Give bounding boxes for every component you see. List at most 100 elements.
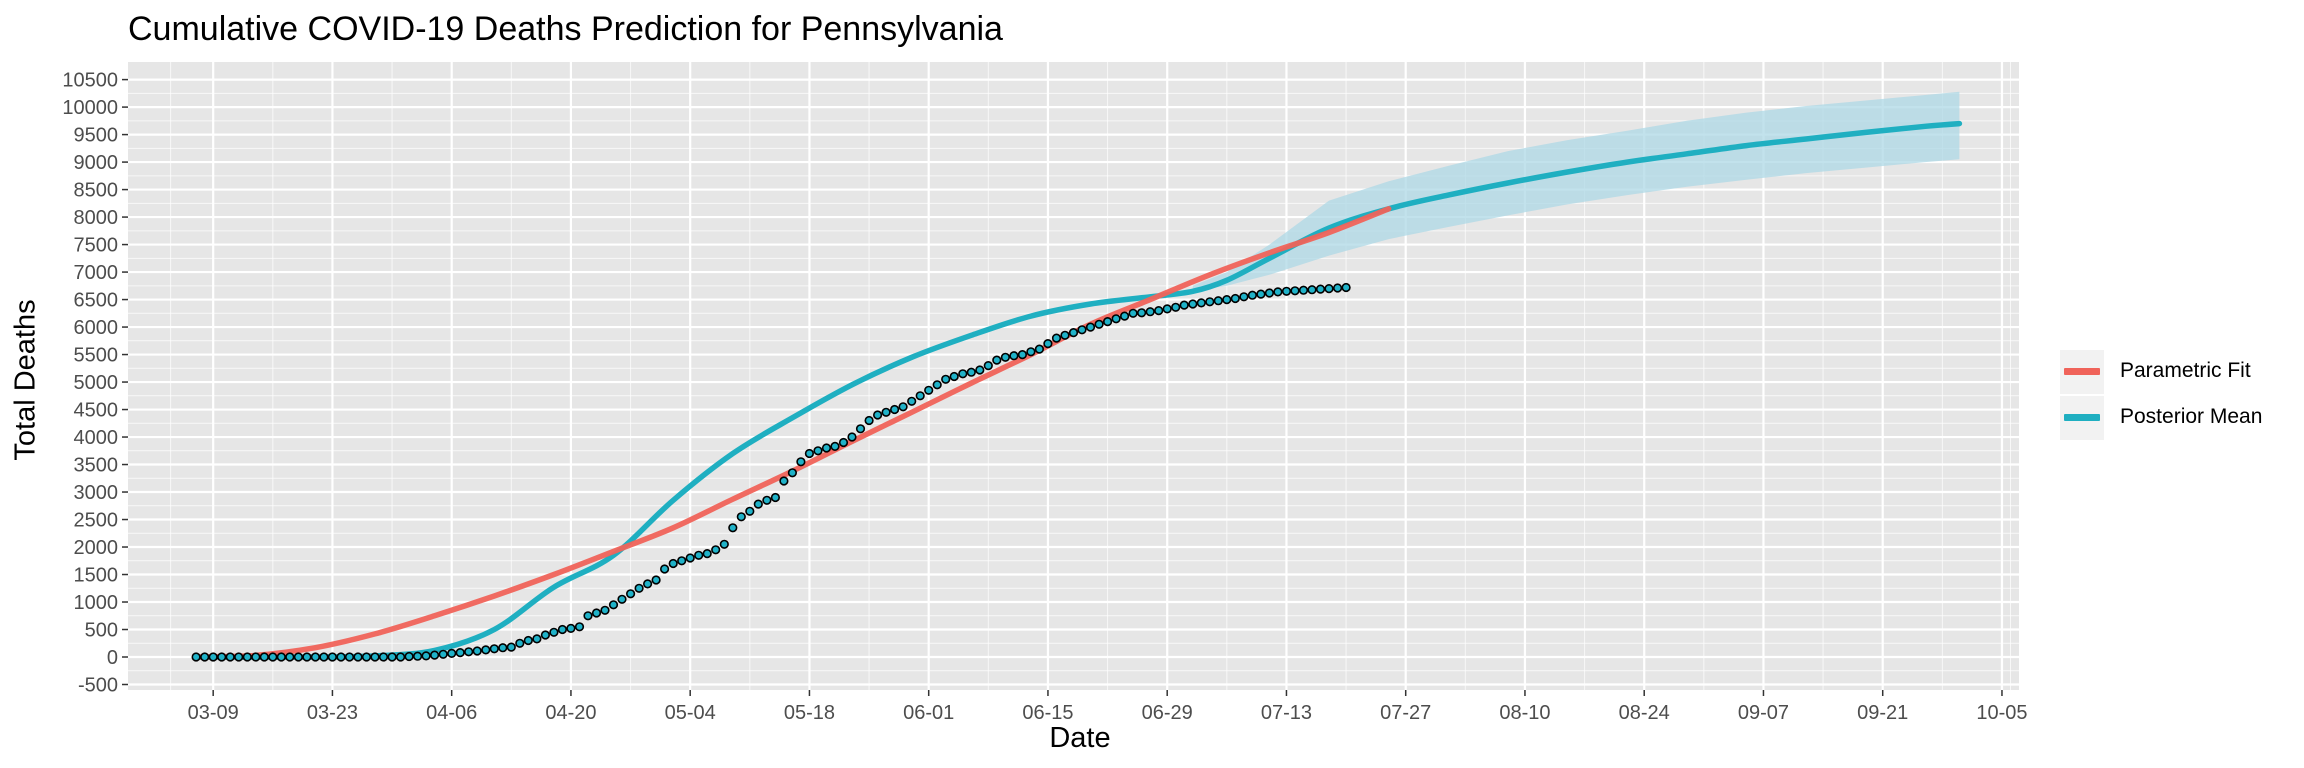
observed-point xyxy=(864,415,874,426)
legend-swatch-parametric-fit xyxy=(2064,368,2100,375)
observed-point xyxy=(302,652,312,662)
y-tick-label: 3000 xyxy=(74,482,119,504)
parametric-fit-line xyxy=(193,206,1392,660)
x-tick-label: 06-01 xyxy=(903,702,954,724)
observed-point xyxy=(549,627,559,637)
observed-point xyxy=(293,652,304,662)
x-tick-label: 08-24 xyxy=(1619,702,1670,724)
observed-point xyxy=(498,643,508,653)
observed-point xyxy=(404,651,414,662)
observed-point xyxy=(396,652,406,662)
observed-point xyxy=(591,608,602,618)
observed-point xyxy=(821,443,832,453)
y-tick-label: 7000 xyxy=(74,262,119,284)
legend-item-posterior-mean: Posterior Mean xyxy=(2060,396,2290,440)
observed-point xyxy=(728,523,738,533)
observed-point xyxy=(617,594,627,604)
observed-point xyxy=(634,583,644,593)
observed-point xyxy=(608,600,619,610)
observed-point xyxy=(464,647,474,657)
observed-point xyxy=(1043,339,1053,349)
observed-point xyxy=(838,437,849,448)
observed-point xyxy=(234,652,244,662)
x-tick-label: 05-04 xyxy=(665,702,716,724)
observed-point xyxy=(1077,325,1087,335)
observed-point xyxy=(472,646,482,656)
observed-point xyxy=(438,649,448,659)
observed-point xyxy=(1205,297,1215,307)
observed-point xyxy=(1247,290,1257,300)
observed-point xyxy=(694,550,704,560)
y-tick-label: 5500 xyxy=(74,345,119,367)
y-tick-label: 2500 xyxy=(74,510,119,532)
y-tick-label: 1500 xyxy=(74,565,119,587)
observed-point xyxy=(975,365,985,375)
y-tick-label: 10000 xyxy=(62,97,118,119)
observed-point xyxy=(881,407,891,417)
observed-point xyxy=(1273,287,1283,297)
y-tick-label: 8500 xyxy=(74,180,119,202)
x-tick-label: 08-10 xyxy=(1499,702,1550,724)
observed-point xyxy=(1085,322,1096,332)
observed-point xyxy=(1026,347,1036,357)
legend-key xyxy=(2060,350,2104,394)
observed-point xyxy=(506,642,516,652)
observed-point xyxy=(958,369,968,379)
observed-point xyxy=(600,605,610,615)
observed-point xyxy=(932,380,942,390)
minor-gridlines xyxy=(128,62,2019,690)
observed-point xyxy=(625,589,636,599)
observed-point xyxy=(1119,311,1130,321)
observed-point xyxy=(1315,284,1326,294)
observed-point xyxy=(1196,298,1206,308)
observed-point xyxy=(532,634,542,644)
y-tick-label: 0 xyxy=(107,647,118,669)
observed-point xyxy=(1179,300,1189,310)
y-tick-label: 6000 xyxy=(74,317,119,339)
y-tick-label: 2000 xyxy=(74,537,119,559)
y-tick-label: 4500 xyxy=(74,400,119,422)
y-tick-label: 4000 xyxy=(74,427,119,449)
observed-point xyxy=(1128,308,1138,318)
observed-point xyxy=(1034,344,1044,354)
observed-point xyxy=(983,361,993,371)
observed-point xyxy=(898,402,908,412)
observed-point xyxy=(242,652,252,662)
y-axis: -500 0 500 1000 1500 2000 2500 3000 3500 4000 4500… xyxy=(62,70,128,697)
observed-point xyxy=(361,652,372,662)
observed-point xyxy=(736,512,746,522)
observed-point xyxy=(1068,328,1079,338)
observed-point xyxy=(217,652,227,662)
x-tick-label: 07-13 xyxy=(1261,702,1312,724)
x-tick-label: 03-09 xyxy=(188,702,239,724)
y-tick-label: 8000 xyxy=(74,207,119,229)
observed-point xyxy=(1239,292,1249,302)
observed-point xyxy=(1341,282,1351,293)
observed-point xyxy=(1171,302,1181,312)
legend-label-parametric-fit: Parametric Fit xyxy=(2120,359,2251,382)
observed-point xyxy=(659,564,670,574)
y-tick-label: 3500 xyxy=(74,455,119,477)
observed-point xyxy=(523,635,533,646)
y-axis-title: Total Deaths xyxy=(9,299,42,461)
observed-point xyxy=(191,652,201,662)
observed-point xyxy=(455,647,465,658)
observed-point xyxy=(310,652,321,662)
observed-point xyxy=(770,492,781,503)
observed-point xyxy=(251,652,261,662)
observed-point xyxy=(872,410,883,420)
observed-point xyxy=(566,623,576,634)
observed-point xyxy=(481,645,491,655)
observed-point xyxy=(924,385,934,395)
x-tick-label: 05-18 xyxy=(784,702,835,724)
observed-point xyxy=(344,652,355,662)
posterior-mean-line xyxy=(193,120,1963,660)
observed-point xyxy=(515,638,525,648)
observed-point xyxy=(915,391,925,401)
x-tick-label: 07-27 xyxy=(1380,702,1431,724)
x-tick-label: 09-07 xyxy=(1738,702,1789,724)
y-tick-label: 6500 xyxy=(74,290,119,312)
observed-point xyxy=(1307,285,1317,295)
